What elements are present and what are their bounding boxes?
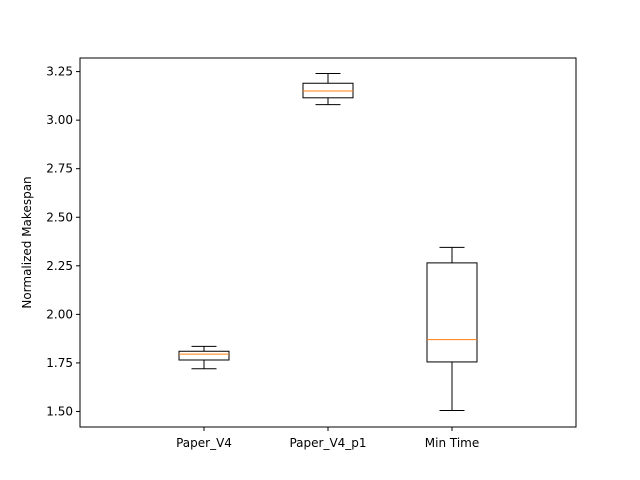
x-tick-label: Paper_V4 <box>176 436 232 450</box>
y-tick-label: 2.75 <box>46 162 73 176</box>
y-axis-label: Normalized Makespan <box>20 176 34 308</box>
y-tick-label: 3.25 <box>46 65 73 79</box>
x-tick-label: Paper_V4_p1 <box>289 436 366 450</box>
y-tick-label: 1.50 <box>46 404 73 418</box>
x-axis-ticks: Paper_V4 Paper_V4_p1 Min Time <box>176 427 479 450</box>
x-tick-label: Min Time <box>425 436 479 450</box>
box-min-time <box>426 246 478 411</box>
y-tick-label: 2.25 <box>46 259 73 273</box>
box-paper-v4-p1 <box>302 73 354 106</box>
y-axis-ticks: 1.50 1.75 2.00 2.25 2.50 2.75 3.00 3.25 <box>46 65 80 418</box>
y-tick-label: 2.50 <box>46 210 73 224</box>
box-paper-v4 <box>178 345 230 370</box>
box-body <box>178 350 230 361</box>
plot-frame <box>79 57 577 428</box>
y-tick-label: 1.75 <box>46 356 73 370</box>
box-body <box>426 262 478 363</box>
y-tick-label: 3.00 <box>46 113 73 127</box>
boxes <box>178 73 478 411</box>
y-tick-label: 2.00 <box>46 307 73 321</box>
